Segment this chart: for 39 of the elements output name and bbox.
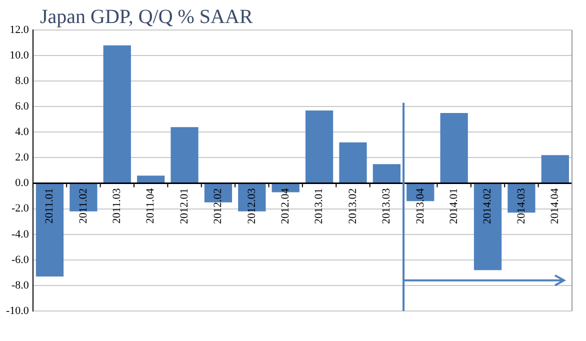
x-tick-label: 2011.01 — [44, 188, 56, 224]
y-tick-label: -8.0 — [11, 279, 30, 292]
y-tick-label: 6.0 — [15, 100, 30, 113]
x-tick-label: 2011.02 — [77, 188, 90, 224]
y-tick-label: -4.0 — [11, 228, 30, 240]
x-tick-label: 2014.03 — [515, 188, 528, 224]
x-tick-label: 2012.03 — [246, 188, 258, 224]
x-tick-label: 2012.02 — [212, 188, 224, 224]
bar — [36, 184, 64, 277]
x-tick-label: 2011.03 — [111, 188, 124, 224]
x-tick-label: 2013.03 — [380, 188, 393, 224]
bar — [103, 45, 131, 183]
y-tick-label: 10.0 — [10, 49, 30, 62]
y-tick-label: -2.0 — [11, 202, 30, 215]
y-tick-label: 12.0 — [10, 24, 30, 36]
y-tick-label: 4.0 — [15, 126, 30, 138]
bar — [541, 155, 569, 183]
x-tick-label: 2014.04 — [549, 188, 562, 224]
y-tick-label: -6.0 — [11, 254, 30, 266]
y-tick-label: -10.0 — [6, 304, 30, 317]
x-tick-label: 2011.04 — [144, 188, 157, 224]
bar — [440, 113, 468, 183]
x-tick-label: 2012.01 — [178, 188, 190, 224]
bar — [474, 184, 502, 270]
bar — [137, 176, 165, 183]
x-tick-label: 2013.02 — [346, 188, 359, 224]
chart-title: Japan GDP, Q/Q % SAAR — [40, 6, 253, 29]
bar — [339, 142, 367, 183]
y-tick-label: 8.0 — [15, 74, 30, 87]
y-tick-label: 0.0 — [15, 177, 30, 190]
x-tick-label: 2013.01 — [313, 188, 326, 224]
x-tick-label: 2014.01 — [448, 188, 460, 224]
bar — [170, 127, 198, 183]
bar — [305, 110, 334, 183]
y-tick-label: 2.0 — [15, 152, 30, 164]
x-tick-label: 2014.02 — [482, 188, 494, 224]
x-tick-label: 2012.04 — [280, 188, 292, 224]
x-tick-label: 2013.04 — [414, 188, 426, 224]
bar — [372, 164, 401, 183]
